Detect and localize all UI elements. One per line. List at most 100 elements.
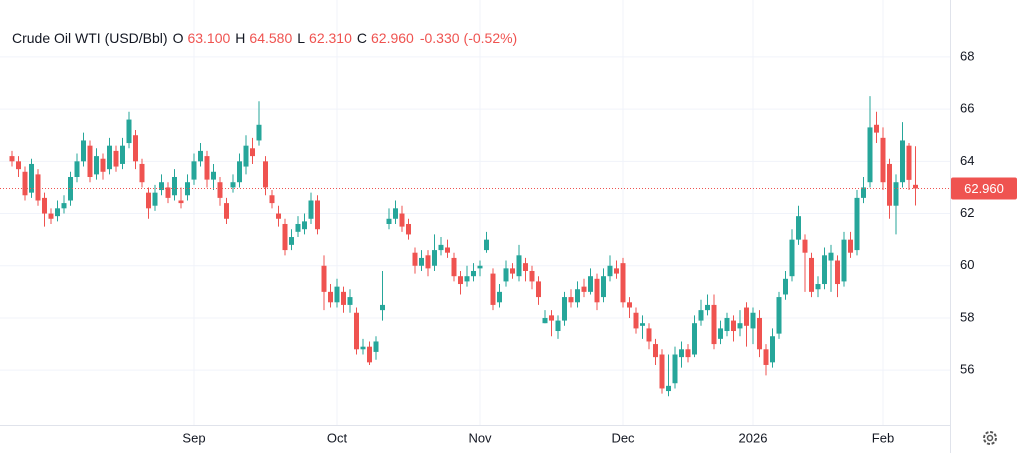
candle-body <box>744 307 749 326</box>
candle-body <box>68 176 73 201</box>
candle-body <box>445 247 450 253</box>
candle-body <box>529 270 535 282</box>
candle-body <box>575 289 580 303</box>
candle-body <box>100 158 106 172</box>
candle-body <box>614 268 619 274</box>
y-tick-label: 64 <box>960 153 974 168</box>
candle-body <box>770 336 775 363</box>
candle-body <box>55 208 60 217</box>
candle-body <box>848 239 853 253</box>
candle-body <box>87 145 93 177</box>
candle-body <box>347 297 353 305</box>
candle-body <box>295 223 301 232</box>
candle-body <box>601 276 606 298</box>
quote-key: O <box>173 30 184 46</box>
x-tick-label: Sep <box>182 430 205 445</box>
quote-value: 63.100 <box>187 30 230 46</box>
candle-body <box>698 310 704 321</box>
candle-body <box>276 213 281 219</box>
candle-body <box>646 328 652 342</box>
candle-body <box>198 150 203 162</box>
candle-body <box>354 312 359 350</box>
candle-body <box>900 140 905 183</box>
quote-value: 62.960 <box>371 30 414 46</box>
quote-value: 64.580 <box>249 30 292 46</box>
candle-body <box>562 297 567 321</box>
candle-body <box>536 281 541 298</box>
candle-body <box>139 163 145 183</box>
candle-body <box>172 176 177 196</box>
candle-body <box>159 182 164 191</box>
candle-body <box>191 161 197 180</box>
candle-body <box>490 273 496 305</box>
candle-body <box>731 320 736 332</box>
candle-body <box>48 213 54 219</box>
candle-body <box>555 320 561 332</box>
candle-body <box>484 239 489 251</box>
y-tick-label: 58 <box>960 309 974 324</box>
candle-body <box>789 239 795 277</box>
candle-body <box>724 317 730 332</box>
last-price-tag <box>951 177 1017 200</box>
candle-body <box>412 252 418 266</box>
candle-body <box>432 250 437 266</box>
candle-body <box>620 263 626 303</box>
candle-body <box>152 192 158 206</box>
candle-body <box>61 203 67 209</box>
candle-body <box>776 297 782 334</box>
candle-body <box>74 161 80 177</box>
candle-body <box>269 195 275 204</box>
candle-body <box>94 156 99 175</box>
candle-body <box>16 161 21 170</box>
candle-body <box>9 156 15 162</box>
candle-body <box>165 187 171 198</box>
candle-body <box>854 197 860 251</box>
candle-body <box>828 252 834 261</box>
candle-body <box>42 197 47 214</box>
gear-inner <box>986 434 994 442</box>
candle-body <box>835 260 840 285</box>
candle-body <box>211 171 216 180</box>
candle-body <box>679 349 684 358</box>
candle-body <box>230 182 236 188</box>
candle-body <box>796 216 801 240</box>
x-tick-label: 2026 <box>739 430 768 445</box>
candle-body <box>510 268 515 274</box>
candle-body <box>763 349 769 365</box>
candle-body <box>692 323 697 355</box>
y-tick-label: 56 <box>960 362 974 377</box>
candle-body <box>815 284 821 290</box>
candle-body <box>861 187 866 198</box>
candle-body <box>581 286 587 292</box>
candle-body <box>315 200 320 230</box>
candle-body <box>711 304 717 345</box>
candle-body <box>380 304 385 311</box>
candle-body <box>458 276 463 285</box>
candle-body <box>627 302 632 308</box>
x-tick-label: Nov <box>468 430 492 445</box>
candle-body <box>802 239 808 253</box>
candle-body <box>334 286 340 303</box>
settings-button[interactable] <box>983 431 997 445</box>
candle-body <box>289 237 294 245</box>
candle-body <box>399 213 405 227</box>
candle-body <box>750 312 756 329</box>
candle-body <box>471 270 476 277</box>
plot <box>0 96 950 397</box>
last-price-label: 62.960 <box>964 181 1004 196</box>
candle-body <box>29 163 34 193</box>
candle-body <box>477 265 483 269</box>
candle-body <box>250 148 255 157</box>
candle-body <box>367 346 372 363</box>
candle-body <box>913 184 918 189</box>
quote-key: H <box>235 30 245 46</box>
candle-body <box>867 127 873 183</box>
candle-body <box>237 161 242 183</box>
candle-body <box>685 349 691 358</box>
quote-key: C <box>357 30 367 46</box>
candle-body <box>516 255 522 277</box>
candle-body <box>653 344 658 358</box>
candle-body <box>204 156 210 180</box>
candle-body <box>594 278 600 303</box>
